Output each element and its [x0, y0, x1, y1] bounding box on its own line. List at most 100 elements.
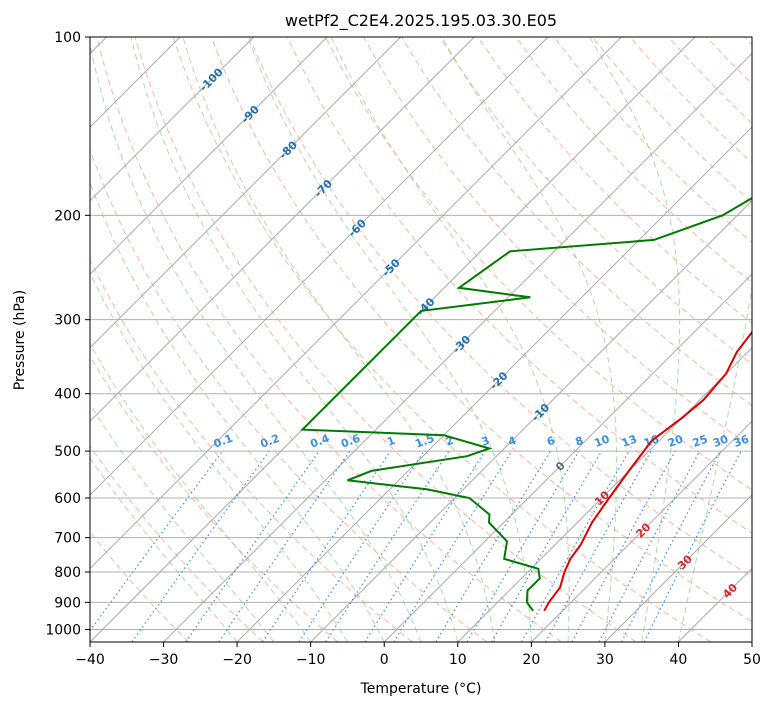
dry-adiabat-line — [515, 37, 752, 284]
isotherm-line — [530, 420, 752, 642]
mixing-ratio-label: 3 — [480, 434, 492, 449]
moist-adiabat-line — [90, 343, 312, 642]
isotherm-line — [90, 37, 622, 570]
moist-adiabat-line — [90, 457, 238, 642]
mixing-ratio-label: 0.1 — [212, 432, 235, 451]
y-axis-label: Pressure (hPa) — [12, 290, 28, 390]
moist-adiabat-line — [90, 41, 422, 642]
dry-adiabat-line — [210, 37, 752, 623]
mixing-ratio-label: 1.5 — [413, 432, 436, 451]
dry-adiabat-line — [706, 37, 752, 85]
x-tick-label: −10 — [296, 652, 326, 668]
mixing-ratio-label: 8 — [574, 434, 586, 449]
y-tick-label: 600 — [54, 491, 81, 507]
y-tick-label: 1000 — [45, 622, 81, 638]
dry-adiabat-line — [90, 148, 488, 642]
y-tick-label: 400 — [54, 387, 81, 403]
mixing-ratio-line — [571, 450, 676, 642]
dewpoint-profile-line — [300, 196, 752, 612]
y-tick-label: 900 — [54, 595, 81, 611]
isotherm-line — [90, 37, 255, 202]
y-axis: 100 200 300 400 500 600 700 800 900 1000 — [45, 30, 90, 638]
isotherm-label: 40 — [720, 581, 740, 601]
mixing-ratio-line — [90, 450, 223, 632]
moist-adiabat-line — [130, 37, 459, 642]
mixing-ratio-label: 0.2 — [259, 432, 282, 451]
isotherm-line — [90, 37, 402, 349]
mixing-ratio-label: 36 — [732, 432, 751, 450]
plot-frame — [89, 36, 753, 643]
mixing-ratio-label: 25 — [691, 433, 710, 450]
x-tick-label: 50 — [743, 652, 761, 668]
moist-adiabat-line — [589, 37, 681, 642]
isotherm-line — [383, 273, 752, 642]
x-axis-label: Temperature (°C) — [360, 681, 482, 697]
mixing-ratio-label: 1 — [385, 434, 397, 449]
dry-adiabats — [90, 37, 752, 642]
dry-adiabat-line — [553, 37, 752, 244]
isotherm-label: -90 — [239, 103, 262, 126]
mixing-ratio-lines — [90, 450, 742, 642]
dry-adiabat-line — [477, 37, 752, 324]
x-tick-label: 30 — [596, 652, 614, 668]
profiles — [300, 196, 752, 612]
x-tick-label: −40 — [75, 652, 105, 668]
mixing-ratio-labels: 0.1 0.2 0.4 0.6 1 1.5 2 3 4 6 8 10 13 16 20 25 30 36 — [212, 432, 751, 451]
moist-adiabat-line — [90, 271, 348, 642]
moist-adiabat-line — [677, 283, 752, 642]
y-tick-label: 500 — [54, 444, 81, 460]
mixing-ratio-line — [298, 450, 425, 642]
dry-adiabat-line — [90, 445, 264, 642]
moist-adiabat-line — [182, 37, 496, 642]
x-tick-label: 40 — [670, 652, 688, 668]
isotherm-label: 0 — [553, 459, 568, 474]
x-tick-label: 20 — [522, 652, 540, 668]
x-tick-label: −30 — [149, 652, 179, 668]
mixing-ratio-label: 13 — [620, 433, 639, 450]
isotherm-line — [236, 126, 752, 642]
plot-area: -100-90-80-70-60-50-40-30-20-10010203040… — [90, 37, 752, 642]
mixing-ratio-label: 4 — [506, 434, 518, 449]
moist-adiabat-line — [247, 37, 532, 642]
mixing-ratio-line — [185, 450, 320, 642]
mixing-ratio-line — [435, 450, 552, 642]
mixing-ratio-label: 0.4 — [308, 432, 331, 451]
mixing-ratio-line — [393, 450, 513, 642]
y-tick-label: 300 — [54, 313, 81, 329]
dry-adiabat-line — [744, 37, 752, 46]
y-tick-label: 800 — [54, 565, 81, 581]
mixing-ratio-line — [466, 450, 580, 642]
dry-adiabat-line — [325, 37, 752, 491]
dry-adiabat-line — [96, 37, 562, 642]
mixing-ratio-label: 2 — [444, 434, 456, 449]
mixing-ratio-label: 0.6 — [339, 432, 362, 451]
isotherm-label: -70 — [312, 177, 335, 200]
pressure-gridlines — [90, 37, 752, 630]
dry-adiabat-line — [172, 37, 712, 642]
moist-adiabat-line — [90, 403, 275, 642]
isotherm-line — [751, 641, 752, 642]
mixing-ratio-label: 10 — [593, 432, 612, 450]
mixing-ratio-label: 20 — [666, 432, 685, 450]
dry-adiabat-line — [668, 37, 752, 125]
dry-adiabat-line — [286, 37, 752, 534]
dry-adiabat-line — [90, 531, 190, 642]
isotherm-line — [163, 52, 752, 642]
isotherm-line — [604, 494, 752, 642]
x-tick-label: 10 — [449, 652, 467, 668]
mixing-ratio-line — [218, 450, 351, 642]
isotherm-line — [90, 37, 328, 275]
mixing-ratio-line — [325, 450, 450, 642]
moist-adiabats — [90, 37, 752, 642]
mixing-ratio-label: 30 — [711, 432, 730, 450]
moist-adiabat-line — [330, 37, 570, 642]
dry-adiabat-line — [90, 355, 339, 642]
mixing-ratio-line — [598, 450, 701, 642]
x-axis: −40 −30 −20 −10 0 10 20 30 40 50 — [75, 642, 761, 668]
isotherm-line — [678, 567, 752, 642]
x-tick-label: 0 — [380, 652, 389, 668]
dry-adiabat-line — [248, 37, 752, 578]
chart-title: wetPf2_C2E4.2025.195.03.30.E05 — [285, 11, 557, 31]
